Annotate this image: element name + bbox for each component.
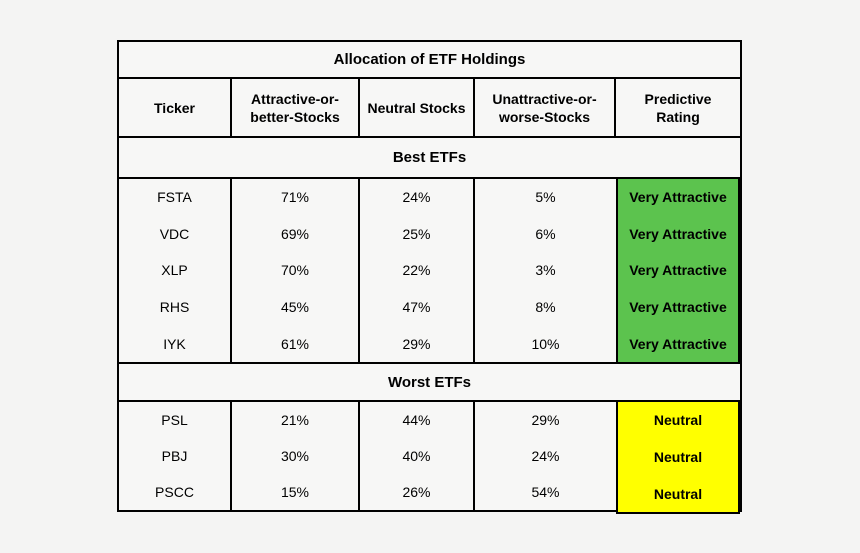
table-row: FSTA 71% 24% 5% xyxy=(119,179,740,216)
table-row: VDC 69% 25% 6% xyxy=(119,215,740,253)
attractive-cell: 70% xyxy=(232,252,360,289)
table-row: XLP 70% 22% 3% xyxy=(119,252,740,289)
column-header-attractive: Attractive-or-better-Stocks xyxy=(232,79,360,136)
column-header-neutral: Neutral Stocks xyxy=(360,79,475,136)
attractive-cell: 61% xyxy=(232,325,360,362)
neutral-cell: 40% xyxy=(360,438,475,474)
unattractive-cell: 5% xyxy=(535,189,556,206)
column-header-ticker: Ticker xyxy=(119,79,232,136)
section-header-worst-etfs: Worst ETFs xyxy=(119,364,740,402)
rating-label: Very Attractive xyxy=(629,262,727,279)
table-row: PSCC 15% 26% 54% xyxy=(119,474,740,510)
attractive-cell: 15% xyxy=(232,474,360,510)
rating-label: Very Attractive xyxy=(629,299,727,316)
ticker-cell: VDC xyxy=(119,215,232,253)
neutral-cell: 26% xyxy=(360,474,475,510)
rating-label: Neutral xyxy=(653,449,703,465)
neutral-cell: 44% xyxy=(360,402,475,438)
rating-label: Neutral xyxy=(653,412,703,429)
unattractive-cell: 24% xyxy=(531,448,560,464)
rating-block-worst: Neutral Neutral Neutral xyxy=(616,402,740,514)
ticker-cell: FSTA xyxy=(119,179,232,216)
attractive-cell: 69% xyxy=(232,215,360,253)
ticker-cell: PSCC xyxy=(119,474,232,510)
rating-label: Very Attractive xyxy=(629,225,727,242)
unattractive-cell: 54% xyxy=(531,484,560,500)
section-header-best-etfs: Best ETFs xyxy=(119,138,740,179)
attractive-cell: 21% xyxy=(232,402,360,438)
unattractive-cell: 10% xyxy=(531,335,560,352)
table-row: IYK 61% 29% 10% xyxy=(119,325,740,362)
rating-label: Very Attractive xyxy=(629,335,727,352)
table-row: PBJ 30% 40% 24% xyxy=(119,438,740,474)
column-header-rating: Predictive Rating xyxy=(644,90,712,125)
etf-allocation-table: Allocation of ETF Holdings Ticker Attrac… xyxy=(117,40,742,514)
neutral-cell: 29% xyxy=(360,325,475,362)
attractive-cell: 30% xyxy=(232,438,360,474)
best-etfs-section: FSTA 71% 24% 5% VDC 69% 25% 6% XLP 70% 2… xyxy=(119,179,740,364)
column-header-row: Ticker Attractive-or-better-Stocks Neutr… xyxy=(119,79,740,138)
worst-etfs-section: PSL 21% 44% 29% PBJ 30% 40% 24% PSCC 15%… xyxy=(119,402,740,514)
unattractive-cell: 29% xyxy=(531,412,560,428)
attractive-cell: 45% xyxy=(232,288,360,326)
rating-label: Very Attractive xyxy=(629,189,727,206)
ticker-cell: IYK xyxy=(119,325,232,362)
unattractive-cell: 3% xyxy=(535,262,556,279)
rating-label: Neutral xyxy=(653,485,703,502)
neutral-cell: 25% xyxy=(360,215,475,253)
ticker-cell: PBJ xyxy=(119,438,232,474)
ticker-cell: PSL xyxy=(119,402,232,438)
unattractive-cell: 6% xyxy=(535,225,556,242)
neutral-cell: 24% xyxy=(360,179,475,216)
table-row: PSL 21% 44% 29% xyxy=(119,402,740,438)
ticker-cell: RHS xyxy=(119,288,232,326)
neutral-cell: 22% xyxy=(360,252,475,289)
table-row: RHS 45% 47% 8% xyxy=(119,288,740,326)
neutral-cell: 47% xyxy=(360,288,475,326)
ticker-cell: XLP xyxy=(119,252,232,289)
rating-block-best: Very Attractive Very Attractive Very Att… xyxy=(616,179,740,362)
table-title: Allocation of ETF Holdings xyxy=(119,42,740,79)
attractive-cell: 71% xyxy=(232,179,360,216)
column-header-unattractive: Unattractive-or-worse-Stocks xyxy=(475,79,616,136)
unattractive-cell: 8% xyxy=(535,299,556,316)
